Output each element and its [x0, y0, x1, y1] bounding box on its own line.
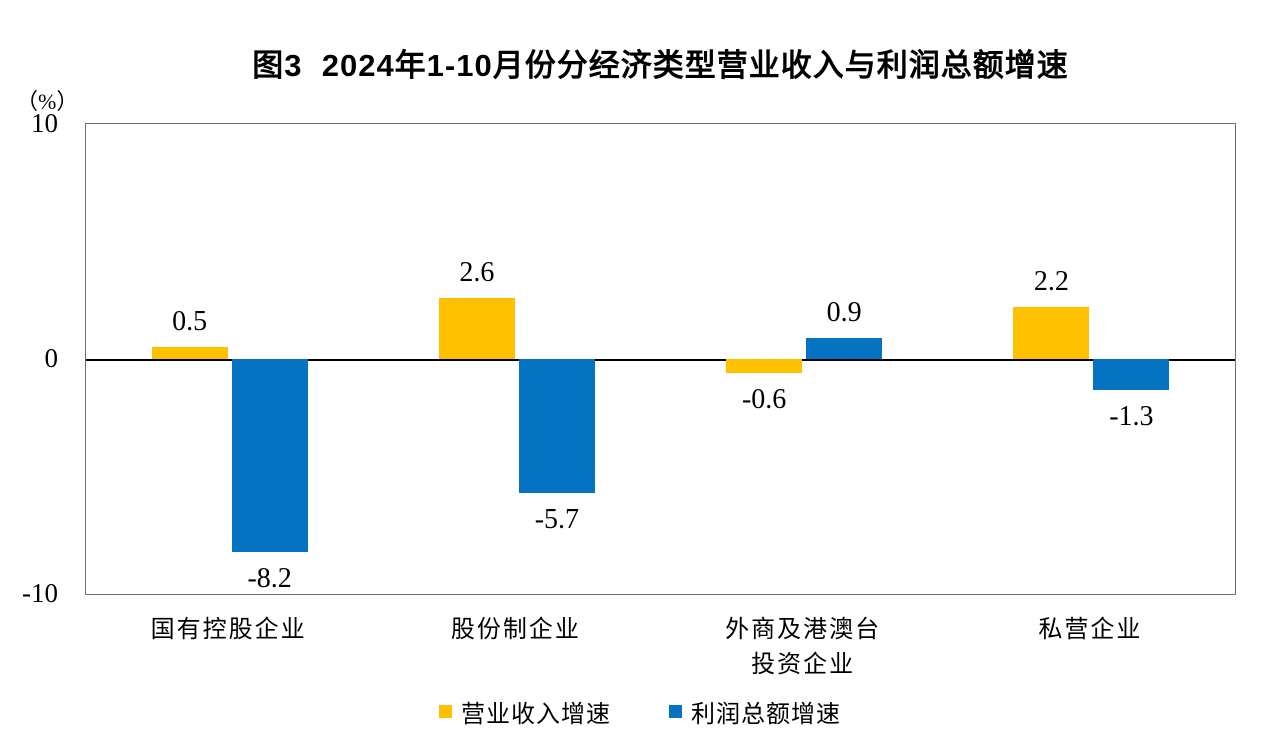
category-label-3: 私营企业: [1038, 617, 1143, 643]
bar-profit-growth-1: [518, 359, 595, 493]
bar-revenue-growth-2: [726, 359, 803, 374]
y-tick-label: -10: [22, 578, 58, 608]
value-label-revenue-growth-3: 2.2: [1033, 266, 1069, 298]
legend-item-revenue-growth: 营业收入增速: [439, 694, 611, 729]
value-label-revenue-growth-1: 2.6: [459, 256, 495, 288]
value-label-profit-growth-3: -1.3: [1109, 400, 1154, 432]
legend-label-revenue-growth: 营业收入增速: [461, 702, 611, 728]
category-label-0: 国有控股企业: [150, 617, 307, 643]
bar-revenue-growth-3: [1013, 307, 1090, 359]
value-label-profit-growth-0: -8.2: [247, 562, 292, 594]
legend-label-profit-growth: 利润总额增速: [691, 702, 841, 728]
value-label-profit-growth-2: 0.9: [826, 296, 862, 328]
legend: 营业收入增速 利润总额增速: [0, 694, 1280, 729]
bar-revenue-growth-1: [438, 297, 515, 359]
bar-profit-growth-3: [1093, 359, 1170, 390]
legend-swatch-revenue-growth: [439, 705, 452, 718]
y-tick-label: 0: [44, 343, 59, 373]
zero-axis-line: [86, 359, 1235, 361]
chart-title: 图3 2024年1-10月份分经济类型营业收入与利润总额增速: [252, 48, 1069, 83]
plot-area: 0.5 -8.2 2.6 -5.7 -0.6 0.9 2.2 -1.3: [85, 123, 1236, 595]
y-axis-unit-label: （%）: [16, 89, 79, 114]
value-label-profit-growth-1: -5.7: [534, 503, 580, 535]
bar-profit-growth-2: [806, 337, 883, 359]
category-label-1: 股份制企业: [450, 617, 581, 643]
category-label-2: 外商及港澳台 投资企业: [725, 617, 882, 678]
legend-item-profit-growth: 利润总额增速: [669, 694, 841, 729]
y-tick-label: 10: [31, 108, 58, 138]
bar-revenue-growth-0: [151, 347, 228, 359]
value-label-revenue-growth-0: 0.5: [172, 306, 208, 338]
legend-swatch-profit-growth: [669, 705, 682, 718]
value-label-revenue-growth-2: -0.6: [741, 384, 787, 416]
bar-profit-growth-0: [231, 359, 308, 552]
